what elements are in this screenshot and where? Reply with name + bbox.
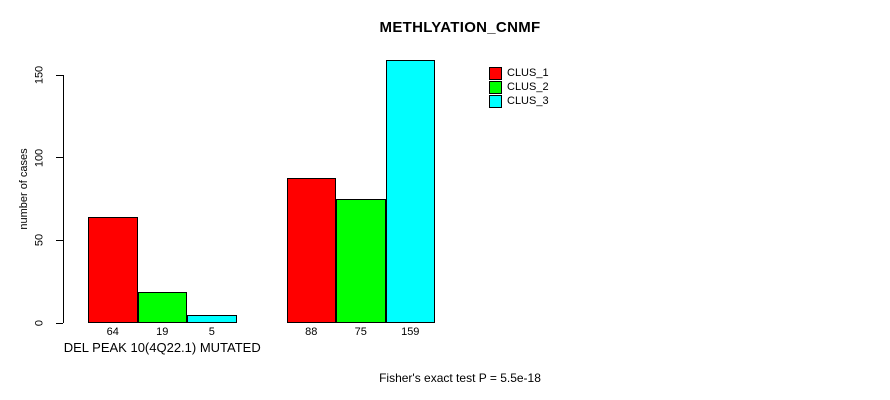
legend-swatch-clus_3: [489, 94, 502, 108]
legend-swatch-clus_2: [489, 80, 502, 94]
bar-clus_3-group2: [385, 60, 435, 323]
y-axis-tick-label: 50: [33, 234, 46, 247]
x-axis-group-label: DEL PEAK 10(4Q22.1) MUTATED: [63, 340, 261, 355]
legend-item: CLUS_2: [489, 80, 549, 94]
bar-value-label: 159: [401, 326, 420, 338]
legend-label: CLUS_2: [507, 81, 549, 93]
y-axis-tick-label: 100: [33, 148, 46, 167]
bar-value-label: 5: [208, 326, 215, 338]
chart-title: METHLYATION_CNMF: [379, 19, 541, 36]
legend-label: CLUS_3: [507, 95, 549, 107]
y-axis-tick: [56, 239, 63, 241]
y-axis-tick-label: 150: [33, 65, 46, 85]
y-axis-tick: [56, 157, 63, 159]
y-axis-line: [63, 75, 64, 323]
bar-clus_1-group2: [286, 177, 336, 323]
y-axis-tick: [56, 74, 63, 76]
bar-value-label: 75: [354, 326, 367, 338]
y-axis-tick-label: 0: [33, 319, 46, 327]
y-axis-tick: [56, 322, 63, 324]
legend-item: CLUS_1: [489, 66, 549, 80]
bar-clus_3-group1: [187, 314, 237, 323]
bar-clus_1-group1: [88, 217, 138, 323]
bar-value-label: 19: [156, 326, 169, 338]
legend-label: CLUS_1: [507, 67, 549, 79]
fisher-test-annotation: Fisher's exact test P = 5.5e-18: [379, 371, 541, 385]
bar-clus_2-group1: [137, 291, 187, 323]
bar-clus_2-group2: [336, 199, 386, 323]
legend-item: CLUS_3: [489, 94, 549, 108]
bar-value-label: 88: [305, 326, 318, 338]
legend-swatch-clus_1: [489, 66, 502, 80]
legend: CLUS_1 CLUS_2 CLUS_3: [489, 66, 549, 108]
bar-value-label: 64: [106, 326, 119, 338]
